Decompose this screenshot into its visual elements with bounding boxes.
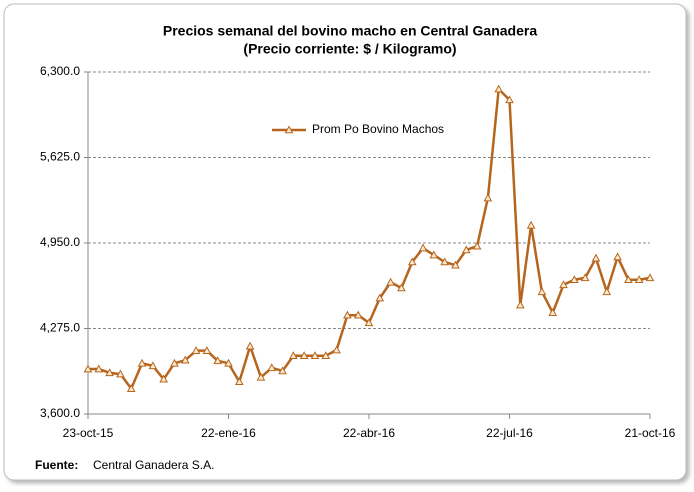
marker bbox=[526, 220, 536, 229]
marker bbox=[537, 287, 547, 296]
x-tick-label: 22-abr-16 bbox=[343, 426, 395, 440]
y-tick-label: 6,300.0 bbox=[40, 64, 80, 78]
chart-subtitle: (Precio corriente: $ / Kilogramo) bbox=[243, 41, 456, 57]
marker bbox=[299, 351, 309, 360]
legend-label: Prom Po Bovino Machos bbox=[312, 122, 444, 136]
marker bbox=[418, 243, 428, 252]
marker bbox=[559, 280, 568, 289]
marker bbox=[213, 356, 223, 365]
marker bbox=[94, 364, 104, 373]
marker bbox=[440, 257, 450, 266]
marker bbox=[624, 275, 633, 284]
marker bbox=[148, 361, 158, 370]
marker bbox=[105, 368, 114, 377]
marker bbox=[180, 355, 190, 364]
marker bbox=[591, 253, 601, 262]
marker bbox=[397, 283, 406, 292]
marker bbox=[483, 193, 493, 202]
marker bbox=[83, 364, 93, 373]
marker bbox=[245, 341, 255, 350]
marker bbox=[170, 358, 179, 367]
marker bbox=[116, 369, 125, 378]
marker bbox=[191, 346, 201, 354]
marker bbox=[548, 308, 558, 316]
marker bbox=[429, 250, 439, 259]
marker bbox=[310, 351, 320, 360]
y-tick-label: 4,950.0 bbox=[40, 235, 80, 249]
x-tick-label: 21-oct-16 bbox=[625, 426, 676, 440]
x-tick-label: 23-oct-15 bbox=[63, 426, 114, 440]
marker bbox=[159, 374, 169, 383]
marker bbox=[386, 277, 395, 286]
marker bbox=[634, 275, 644, 284]
marker bbox=[278, 366, 287, 375]
marker bbox=[580, 273, 590, 282]
y-tick-label: 5,625.0 bbox=[40, 150, 80, 164]
marker bbox=[137, 358, 147, 367]
legend-marker bbox=[284, 125, 294, 134]
marker bbox=[364, 318, 374, 327]
marker bbox=[407, 257, 417, 266]
marker bbox=[494, 84, 504, 93]
marker bbox=[472, 241, 482, 250]
marker bbox=[515, 300, 525, 309]
marker bbox=[256, 372, 266, 381]
marker bbox=[288, 351, 298, 360]
x-tick-label: 22-jul-16 bbox=[486, 426, 533, 440]
marker bbox=[451, 260, 460, 269]
chart-title: Precios semanal del bovino macho en Cent… bbox=[163, 23, 537, 39]
marker bbox=[332, 345, 341, 354]
marker bbox=[602, 287, 612, 296]
marker bbox=[321, 351, 331, 360]
marker bbox=[202, 346, 212, 354]
marker bbox=[569, 275, 579, 284]
marker bbox=[224, 358, 233, 367]
frame bbox=[3, 3, 687, 481]
marker bbox=[343, 310, 352, 319]
marker bbox=[461, 245, 471, 254]
marker bbox=[505, 95, 514, 104]
source-label: Fuente: bbox=[35, 458, 78, 472]
marker bbox=[353, 310, 363, 319]
y-tick-label: 3,600.0 bbox=[40, 406, 80, 420]
y-tick-label: 4,275.0 bbox=[40, 321, 80, 335]
marker bbox=[234, 377, 244, 385]
marker bbox=[375, 293, 385, 302]
x-tick-label: 22-ene-16 bbox=[201, 426, 256, 440]
source: Central Ganadera S.A. bbox=[93, 458, 214, 472]
marker bbox=[645, 273, 655, 282]
marker bbox=[267, 363, 277, 372]
marker bbox=[126, 384, 136, 392]
marker bbox=[613, 252, 622, 261]
